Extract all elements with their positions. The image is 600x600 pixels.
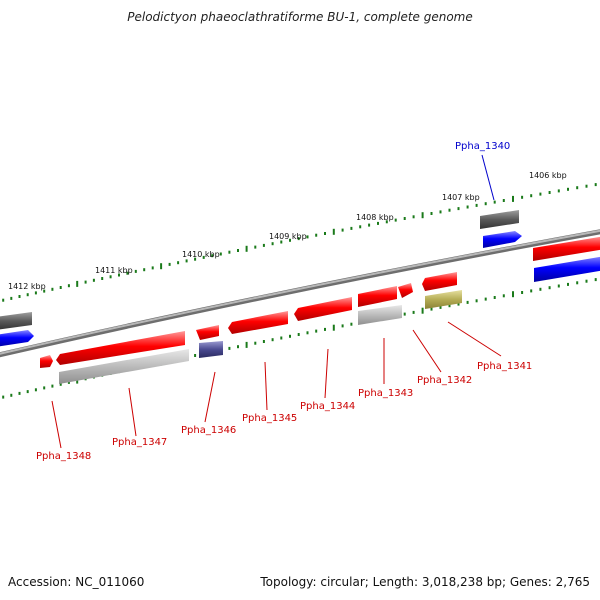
scale-label-1407: 1407 kbp bbox=[442, 193, 480, 202]
leader-1345 bbox=[264, 361, 268, 411]
gene-label-1341: Ppha_1341 bbox=[477, 361, 532, 372]
gene-label-1347: Ppha_1347 bbox=[112, 437, 167, 448]
leader-1346 bbox=[204, 371, 216, 423]
leader-1342 bbox=[412, 329, 442, 373]
leader-1347 bbox=[128, 387, 137, 437]
gene-arrow-left-reverse bbox=[0, 330, 34, 347]
gene-label-1344: Ppha_1344 bbox=[300, 401, 355, 412]
gene-labels: Ppha_1340 Ppha_1341 Ppha_1342 Ppha_1343 … bbox=[36, 141, 532, 462]
scale-label-1411: 1411 kbp bbox=[95, 266, 133, 275]
gene-arrow-1340 bbox=[483, 231, 522, 248]
gene-arrow-1345 bbox=[228, 311, 288, 334]
feature-light-1347 bbox=[59, 349, 189, 384]
gene-label-1346: Ppha_1346 bbox=[181, 425, 236, 436]
feature-olive-1342 bbox=[425, 290, 462, 309]
scale-label-1409: 1409 kbp bbox=[269, 232, 307, 241]
accession-text: Accession: NC_011060 bbox=[8, 575, 145, 589]
feature-gray-1340 bbox=[480, 210, 519, 229]
scale-label-1412: 1412 kbp bbox=[8, 282, 46, 291]
scale-ticks-upper bbox=[2, 183, 597, 302]
gene-arrow-1342 bbox=[398, 283, 413, 298]
backbone bbox=[0, 229, 600, 358]
leader-1344 bbox=[324, 348, 329, 399]
gene-arrow-right-reverse bbox=[534, 256, 600, 282]
scale-label-1406: 1406 kbp bbox=[529, 171, 567, 180]
features-forward bbox=[40, 272, 462, 384]
gene-arrow-1346 bbox=[196, 325, 219, 340]
gene-label-1340: Ppha_1340 bbox=[455, 141, 510, 152]
feature-navy-1346 bbox=[199, 341, 223, 358]
gene-label-1348: Ppha_1348 bbox=[36, 451, 91, 462]
gene-label-1343: Ppha_1343 bbox=[358, 388, 413, 399]
features-reverse bbox=[0, 210, 600, 347]
gene-label-1342: Ppha_1342 bbox=[417, 375, 472, 386]
feature-mid-1343 bbox=[358, 305, 402, 325]
map-title: Pelodictyon phaeoclathratiforme BU-1, co… bbox=[127, 10, 473, 24]
gene-arrow-1348 bbox=[40, 355, 53, 368]
leader-lines bbox=[51, 154, 502, 449]
leader-1348 bbox=[51, 400, 62, 449]
genome-summary-text: Topology: circular; Length: 3,018,238 bp… bbox=[260, 575, 590, 589]
gene-arrow-right-reverse-top bbox=[533, 236, 600, 261]
leader-1341 bbox=[447, 321, 502, 357]
feature-gray-left bbox=[0, 312, 32, 330]
scale-ticks-lower bbox=[2, 278, 597, 399]
gene-label-1345: Ppha_1345 bbox=[242, 413, 297, 424]
scale-label-1408: 1408 kbp bbox=[356, 213, 394, 222]
leader-1340 bbox=[481, 154, 495, 201]
gene-arrow-1344 bbox=[294, 297, 352, 321]
gene-arrow-1341 bbox=[422, 272, 457, 291]
scale-labels: 1406 kbp 1407 kbp 1408 kbp 1409 kbp 1410… bbox=[8, 171, 567, 291]
scale-label-1410: 1410 kbp bbox=[182, 250, 220, 259]
gene-arrow-1347 bbox=[56, 331, 185, 365]
gene-arrow-1343 bbox=[358, 286, 397, 307]
